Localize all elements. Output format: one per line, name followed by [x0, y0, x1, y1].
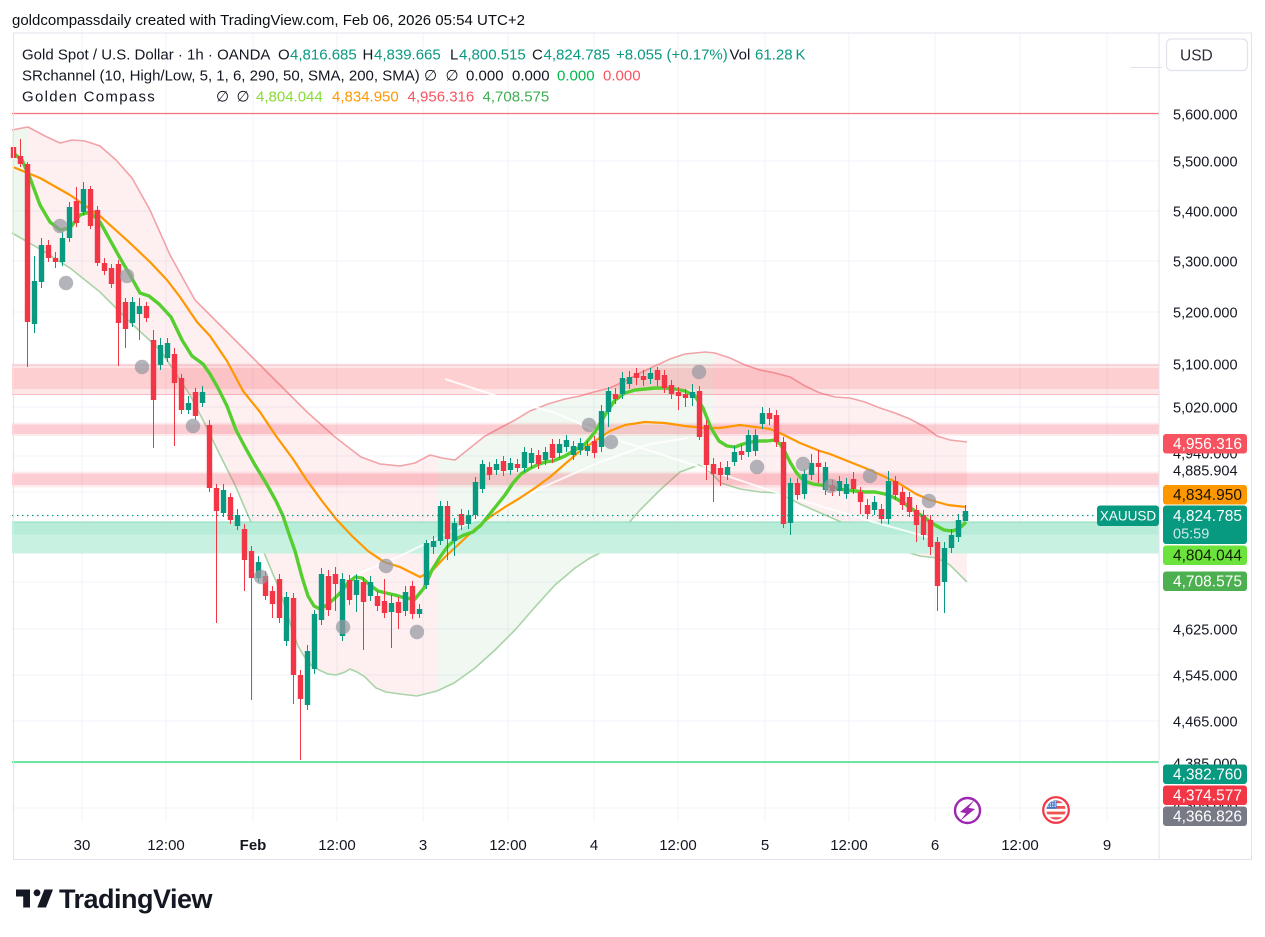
svg-text:4,708.575: 4,708.575	[1173, 573, 1242, 590]
svg-text:12:00: 12:00	[830, 837, 868, 854]
svg-text:L: L	[450, 47, 458, 64]
svg-text:0.000: 0.000	[603, 68, 641, 85]
svg-text:05:59: 05:59	[1173, 527, 1209, 543]
svg-text:SRchannel (10, High/Low, 5, 1,: SRchannel (10, High/Low, 5, 1, 6, 290, 5…	[22, 68, 420, 85]
svg-text:12:00: 12:00	[147, 837, 185, 854]
svg-text:Golden Compass: Golden Compass	[22, 89, 156, 106]
svg-text:12:00: 12:00	[318, 837, 356, 854]
svg-text:0.000: 0.000	[557, 68, 595, 85]
svg-text:Gold Spot / U.S. Dollar · 1h ·: Gold Spot / U.S. Dollar · 1h · OANDA	[22, 47, 270, 64]
svg-text:12:00: 12:00	[1001, 837, 1039, 854]
svg-text:H: H	[363, 47, 374, 64]
svg-text:4,625.000: 4,625.000	[1173, 623, 1238, 639]
svg-text:5,300.000: 5,300.000	[1173, 255, 1238, 271]
svg-text:4,366.826: 4,366.826	[1173, 808, 1242, 825]
svg-text:12:00: 12:00	[659, 837, 697, 854]
svg-text:5,100.000: 5,100.000	[1173, 358, 1238, 374]
svg-text:4,374.577: 4,374.577	[1173, 787, 1242, 804]
svg-text:5: 5	[761, 837, 769, 854]
svg-text:4,956.316: 4,956.316	[1173, 436, 1242, 453]
svg-text:5,020.000: 5,020.000	[1173, 401, 1238, 417]
svg-text:4,824.785: 4,824.785	[544, 47, 611, 64]
svg-text:6: 6	[931, 837, 939, 854]
svg-text:4,545.000: 4,545.000	[1173, 669, 1238, 685]
svg-text:4,834.950: 4,834.950	[332, 89, 399, 106]
svg-text:12:00: 12:00	[489, 837, 527, 854]
svg-text:Vol: Vol	[730, 47, 751, 64]
svg-text:4,816.685: 4,816.685	[290, 47, 357, 64]
svg-text:9: 9	[1103, 837, 1111, 854]
svg-text:5,600.000: 5,600.000	[1173, 108, 1238, 124]
svg-text:4,956.316: 4,956.316	[408, 89, 475, 106]
svg-text:4,708.575: 4,708.575	[483, 89, 550, 106]
svg-text:61.28 K: 61.28 K	[755, 47, 806, 64]
svg-text:O: O	[278, 47, 290, 64]
svg-text:∅: ∅	[216, 89, 229, 106]
svg-text:4,465.000: 4,465.000	[1173, 715, 1238, 731]
svg-text:C: C	[532, 47, 543, 64]
svg-text:0.000: 0.000	[466, 68, 504, 85]
svg-text:4,885.904: 4,885.904	[1173, 464, 1238, 480]
svg-text:TradingView: TradingView	[59, 884, 214, 914]
svg-text:0.000: 0.000	[512, 68, 550, 85]
svg-text:4,824.785: 4,824.785	[1173, 508, 1242, 525]
svg-text:30: 30	[74, 837, 91, 854]
svg-text:USD: USD	[1180, 48, 1213, 65]
svg-text:4,839.665: 4,839.665	[374, 47, 441, 64]
svg-text:5,500.000: 5,500.000	[1173, 155, 1238, 171]
svg-text:∅: ∅	[424, 68, 437, 85]
svg-text:goldcompassdaily created with: goldcompassdaily created with TradingVie…	[12, 12, 525, 29]
svg-text:4,804.044: 4,804.044	[256, 89, 323, 106]
svg-text:Feb: Feb	[240, 837, 267, 854]
svg-text:∅: ∅	[237, 89, 250, 106]
svg-text:∅: ∅	[446, 68, 459, 85]
svg-text:5,200.000: 5,200.000	[1173, 306, 1238, 322]
svg-text:+8.055 (+0.17%): +8.055 (+0.17%)	[616, 47, 728, 64]
svg-text:4,382.760: 4,382.760	[1173, 766, 1242, 783]
svg-text:4,804.044: 4,804.044	[1173, 547, 1242, 564]
svg-text:3: 3	[419, 837, 427, 854]
svg-text:4: 4	[590, 837, 598, 854]
svg-text:5,400.000: 5,400.000	[1173, 205, 1238, 221]
svg-text:4,800.515: 4,800.515	[459, 47, 526, 64]
svg-text:XAUUSD: XAUUSD	[1100, 509, 1157, 524]
svg-text:4,834.950: 4,834.950	[1173, 487, 1242, 504]
